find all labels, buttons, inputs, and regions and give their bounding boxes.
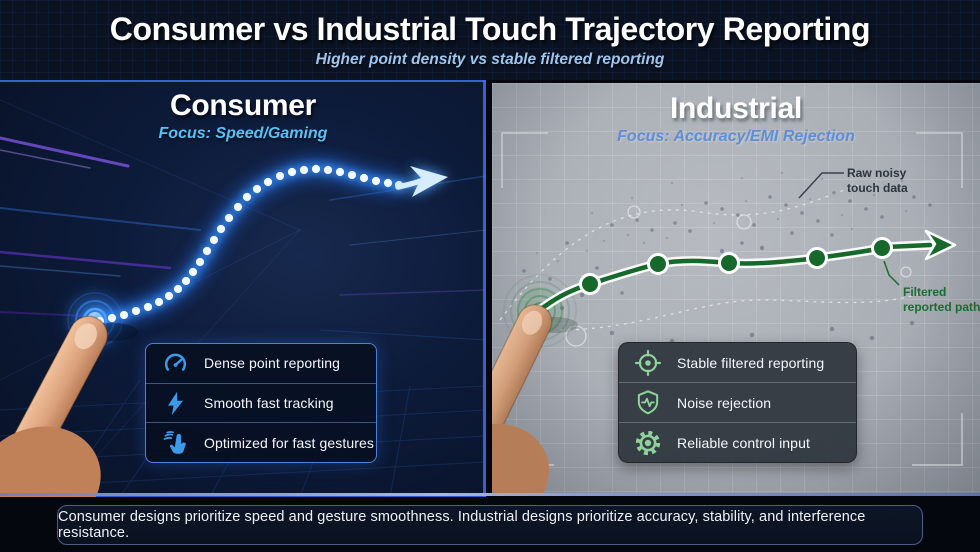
consumer-subtitle: Focus: Speed/Gaming [158, 125, 328, 142]
raw-noisy-annotation: Raw noisy touch data [847, 166, 908, 195]
feature-row: Reliable control input [619, 422, 856, 462]
lightning-icon [161, 389, 189, 417]
page-title: Consumer vs Industrial Touch Trajectory … [109, 11, 871, 47]
filtered-path-dots [579, 237, 893, 295]
noise-scatter [522, 171, 932, 354]
speedometer-icon [161, 349, 189, 377]
industrial-subtitle: Focus: Accuracy/EMI Rejection [617, 128, 855, 145]
header: Consumer vs Industrial Touch Trajectory … [0, 0, 980, 80]
consumer-title: Consumer [170, 89, 316, 122]
feature-label: Noise rejection [677, 394, 772, 411]
filtered-path [532, 229, 957, 317]
panel-bottom-divider [0, 493, 980, 496]
summary-caption: Consumer designs prioritize speed and ge… [57, 504, 923, 545]
feature-label: Smooth fast tracking [204, 395, 334, 411]
industrial-title: Industrial [669, 92, 802, 125]
feature-row: Stable filtered reporting [619, 343, 856, 382]
target-icon [634, 349, 662, 377]
feature-label: Reliable control input [677, 434, 810, 451]
shield-pulse-icon [634, 389, 662, 417]
industrial-feature-card: Stable filtered reporting Noise rejectio… [618, 342, 857, 463]
finger-illustration [492, 304, 578, 495]
industrial-scene-svg [492, 132, 963, 495]
industrial-panel: Industrial Focus: Accuracy/EMI Rejection… [492, 83, 980, 495]
page-subtitle: Higher point density vs stable filtered … [315, 51, 665, 68]
trajectory-glow-outer [93, 157, 400, 330]
consumer-panel: Consumer Focus: Speed/Gaming Dense point… [0, 80, 486, 497]
feature-row: Smooth fast tracking [146, 382, 376, 423]
gear-icon [634, 429, 662, 457]
summary-caption-text: Consumer designs prioritize speed and ge… [58, 508, 866, 541]
comparison-panels: Consumer Focus: Speed/Gaming Dense point… [0, 80, 980, 497]
footer: Consumer designs prioritize speed and ge… [0, 497, 980, 552]
raw-trace-curves [499, 184, 931, 331]
feature-row: Optimized for fast gestures [146, 422, 376, 462]
finger-illustration [0, 315, 138, 497]
feature-row: Dense point reporting [146, 344, 376, 383]
feature-label: Dense point reporting [204, 355, 340, 372]
filtered-path-annotation: Filtered reported path [903, 285, 980, 314]
raw-annotation-pointer [798, 172, 844, 199]
swipe-gesture-icon [161, 429, 189, 457]
feature-row: Noise rejection [619, 382, 856, 422]
filtered-annotation-pointer [883, 260, 900, 286]
consumer-trajectory-dots [95, 164, 404, 326]
consumer-feature-card: Dense point reporting Smooth fast tracki… [145, 343, 377, 463]
feature-label: Optimized for fast gestures [204, 434, 374, 451]
raw-trace-rings [565, 205, 912, 347]
consumer-arrow-icon [395, 166, 448, 197]
feature-label: Stable filtered reporting [677, 354, 825, 371]
